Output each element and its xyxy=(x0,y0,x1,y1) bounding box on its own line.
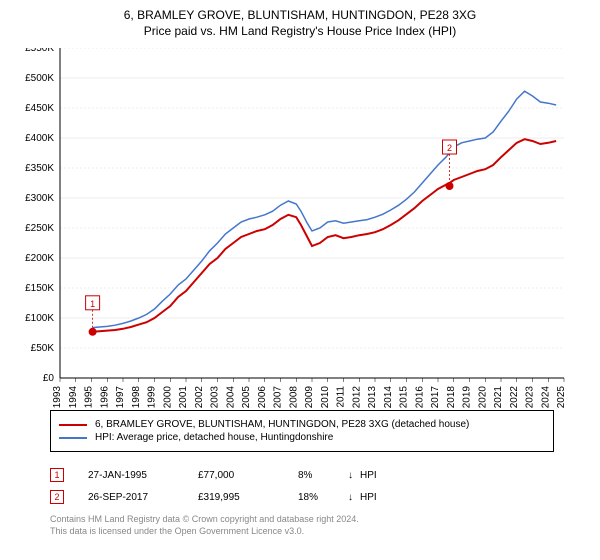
svg-text:2007: 2007 xyxy=(273,386,284,408)
svg-text:2000: 2000 xyxy=(162,386,173,408)
svg-text:2: 2 xyxy=(447,143,452,153)
svg-text:£400K: £400K xyxy=(25,133,54,144)
legend-label: HPI: Average price, detached house, Hunt… xyxy=(95,432,333,443)
svg-text:1999: 1999 xyxy=(147,386,158,408)
titles: 6, BRAMLEY GROVE, BLUNTISHAM, HUNTINGDON… xyxy=(0,0,600,38)
footer-attribution: Contains HM Land Registry data © Crown c… xyxy=(50,514,359,537)
chart-svg: £0 £50K £100K £150K £200K £250K £300K £350K £400… xyxy=(10,48,590,408)
svg-text:2020: 2020 xyxy=(477,386,488,408)
legend-row: HPI: Average price, detached house, Hunt… xyxy=(59,432,545,443)
title-address: 6, BRAMLEY GROVE, BLUNTISHAM, HUNTINGDON… xyxy=(0,8,600,22)
svg-text:2012: 2012 xyxy=(351,386,362,408)
footer-line: Contains HM Land Registry data © Crown c… xyxy=(50,514,359,526)
sale-dir: ↓ xyxy=(348,470,360,481)
legend-label: 6, BRAMLEY GROVE, BLUNTISHAM, HUNTINGDON… xyxy=(95,419,469,430)
svg-text:2005: 2005 xyxy=(241,386,252,408)
sale-hpi-label: HPI xyxy=(360,492,400,503)
svg-text:2023: 2023 xyxy=(525,386,536,408)
svg-text:1: 1 xyxy=(90,299,95,309)
svg-text:£100K: £100K xyxy=(25,313,54,324)
svg-text:£500K: £500K xyxy=(25,73,54,84)
sale-marker-badge: 2 xyxy=(50,490,64,504)
svg-text:£0: £0 xyxy=(43,373,55,384)
svg-text:1993: 1993 xyxy=(52,386,63,408)
svg-text:1995: 1995 xyxy=(84,386,95,408)
svg-text:1998: 1998 xyxy=(131,386,142,408)
legend-swatch xyxy=(59,424,87,426)
svg-text:2021: 2021 xyxy=(493,386,504,408)
svg-text:2004: 2004 xyxy=(225,386,236,408)
svg-text:£50K: £50K xyxy=(31,343,55,354)
svg-text:2015: 2015 xyxy=(399,386,410,408)
sale-date: 26-SEP-2017 xyxy=(88,492,198,503)
legend-box: 6, BRAMLEY GROVE, BLUNTISHAM, HUNTINGDON… xyxy=(50,410,554,452)
svg-text:2011: 2011 xyxy=(336,386,347,408)
svg-text:2025: 2025 xyxy=(556,386,567,408)
sale-marker-badge: 1 xyxy=(50,468,64,482)
svg-text:£250K: £250K xyxy=(25,223,54,234)
svg-text:2017: 2017 xyxy=(430,386,441,408)
sale-hpi-label: HPI xyxy=(360,470,400,481)
title-subtitle: Price paid vs. HM Land Registry's House … xyxy=(0,24,600,38)
legend-swatch xyxy=(59,437,87,439)
sale-row: 2 26-SEP-2017 £319,995 18% ↓ HPI xyxy=(50,486,554,508)
svg-text:2006: 2006 xyxy=(257,386,268,408)
svg-text:2001: 2001 xyxy=(178,386,189,408)
svg-text:2022: 2022 xyxy=(509,386,520,408)
svg-text:2019: 2019 xyxy=(462,386,473,408)
sale-pct: 18% xyxy=(298,492,348,503)
sale-price: £77,000 xyxy=(198,470,298,481)
chart-area: £0 £50K £100K £150K £200K £250K £300K £350K £400… xyxy=(10,48,590,398)
svg-text:2010: 2010 xyxy=(320,386,331,408)
svg-text:2018: 2018 xyxy=(446,386,457,408)
sale-date: 27-JAN-1995 xyxy=(88,470,198,481)
svg-text:2013: 2013 xyxy=(367,386,378,408)
sale-pct: 8% xyxy=(298,470,348,481)
legend-row: 6, BRAMLEY GROVE, BLUNTISHAM, HUNTINGDON… xyxy=(59,419,545,430)
svg-text:£350K: £350K xyxy=(25,163,54,174)
svg-text:2008: 2008 xyxy=(288,386,299,408)
svg-text:£550K: £550K xyxy=(25,48,54,54)
svg-text:2024: 2024 xyxy=(540,386,551,408)
svg-text:£200K: £200K xyxy=(25,253,54,264)
svg-text:£150K: £150K xyxy=(25,283,54,294)
footer-line: This data is licensed under the Open Gov… xyxy=(50,526,359,538)
chart-container: 6, BRAMLEY GROVE, BLUNTISHAM, HUNTINGDON… xyxy=(0,0,600,560)
svg-text:1994: 1994 xyxy=(68,386,79,408)
sale-row: 1 27-JAN-1995 £77,000 8% ↓ HPI xyxy=(50,464,554,486)
svg-text:2002: 2002 xyxy=(194,386,205,408)
sale-data-rows: 1 27-JAN-1995 £77,000 8% ↓ HPI 2 26-SEP-… xyxy=(50,464,554,508)
sale-dir: ↓ xyxy=(348,492,360,503)
svg-text:2014: 2014 xyxy=(383,386,394,408)
svg-text:2016: 2016 xyxy=(414,386,425,408)
svg-text:1996: 1996 xyxy=(99,386,110,408)
svg-text:2009: 2009 xyxy=(304,386,315,408)
sale-price: £319,995 xyxy=(198,492,298,503)
svg-text:£300K: £300K xyxy=(25,193,54,204)
svg-text:2003: 2003 xyxy=(210,386,221,408)
svg-text:£450K: £450K xyxy=(25,103,54,114)
svg-text:1997: 1997 xyxy=(115,386,126,408)
